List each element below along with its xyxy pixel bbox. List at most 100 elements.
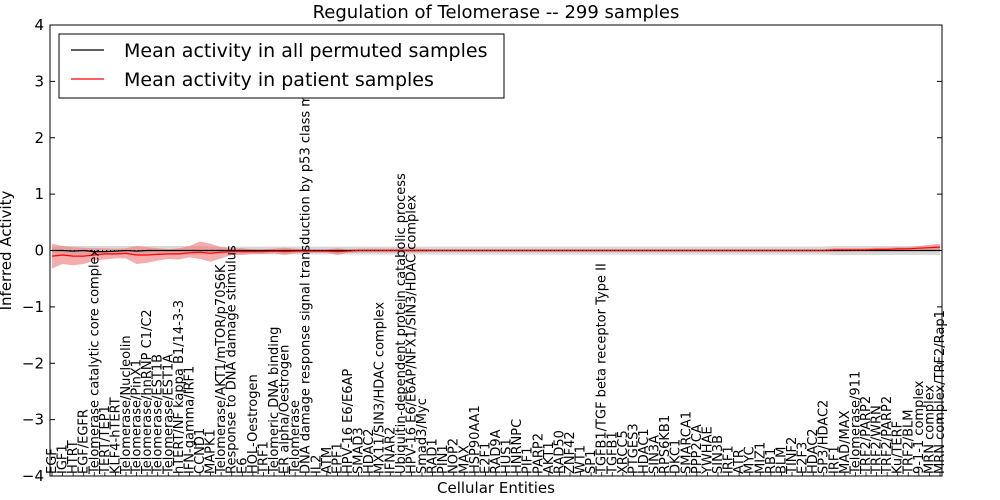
x-tick-label: HTRT <box>66 440 81 474</box>
x-tick-label: RB1 <box>764 448 779 474</box>
x-tick-label: XRCC5 <box>616 430 631 474</box>
x-tick-label: MRN complex <box>922 384 937 474</box>
x-tick-label: Telomerase/EST1A <box>161 354 176 475</box>
x-tick-label: IGF1 <box>56 444 71 474</box>
x-tick-label: MYC <box>743 446 758 474</box>
x-tick-label: Ku/TERF <box>891 421 906 474</box>
x-tick-label: HDAC2 <box>362 428 377 474</box>
x-tick-label: MAPK1 <box>204 429 219 474</box>
x-tick-label: TGFB1/TGF beta receptor Type II <box>595 263 610 475</box>
legend: Mean activity in all permuted samples Mea… <box>58 33 505 99</box>
x-tick-label: DNA damage response signal transduction … <box>299 47 314 474</box>
x-tick-label: HDAC1 <box>637 428 652 474</box>
x-tick-label: hTERT/NF kappa B1/14-3-3 <box>172 300 187 474</box>
x-tick-label: TRF2/PARP2 <box>859 396 874 475</box>
x-tick-label: E6 <box>235 458 250 475</box>
x-tick-label: ER alpha/Oestrogen <box>278 345 293 474</box>
x-tick-label: ZNF42 <box>563 431 578 474</box>
legend-label: Mean activity in all permuted samples <box>124 40 487 62</box>
y-tick-label: 3 <box>34 72 44 90</box>
x-tick-label: SIN3B <box>711 435 726 474</box>
x-tick-label: PIN1 <box>436 444 451 474</box>
x-tick-label: Telomerase <box>288 400 303 475</box>
x-tick-label: PIF1 <box>521 447 536 474</box>
band-patient <box>52 241 940 269</box>
x-axis-label: Cellular Entities <box>437 479 555 497</box>
x-tick-label: PPP2CA <box>690 424 705 474</box>
y-tick-label: 1 <box>34 185 44 203</box>
x-tick-label: Response to DNA damage stimulus <box>225 245 240 474</box>
x-tick-label: HPV-16 E6/E6AP/NFX1/SIN3/HDAC complex <box>404 194 419 474</box>
legend-box <box>58 33 505 99</box>
y-tick-label: −1 <box>22 298 44 316</box>
x-tick-label: EGF/EGFR <box>77 409 92 474</box>
x-tick-label: TGFB1 <box>605 431 620 475</box>
x-tick-label: HPV-16 E6/E6AP <box>341 369 356 474</box>
x-tick-label: RAD1 <box>426 438 441 474</box>
y-axis-ticks: −4 −3 −2 −1 0 1 2 3 4 <box>22 16 942 485</box>
x-tick-label: TERT/TEP1 <box>98 405 113 475</box>
x-tick-label: IL2 <box>309 455 324 474</box>
x-tick-label: Telomerase/hnRNP C1/C2 <box>140 309 155 475</box>
x-tick-label: EGF <box>45 448 60 474</box>
x-tick-label: HUS1 <box>500 438 515 474</box>
y-tick-label: 0 <box>34 242 44 260</box>
x-tick-label: SMARCA1 <box>679 411 694 474</box>
y-tick-label: 2 <box>34 129 44 147</box>
x-tick-label: TINF2 <box>785 437 800 475</box>
x-tick-label: PARP2 <box>531 433 546 474</box>
legend-label: Mean activity in patient samples <box>124 69 434 91</box>
x-tick-label: HSP90AA1 <box>468 405 483 474</box>
chart-title: Regulation of Telomerase -- 299 samples <box>313 2 680 23</box>
x-tick-label: DKC1 <box>669 439 684 474</box>
x-tick-label: KLF4-hTERT <box>108 397 123 474</box>
x-tick-label: MX11/SIN3/HDAC complex <box>373 302 388 474</box>
series-line-patient <box>51 246 941 257</box>
x-tick-label: Smad3/Myc <box>415 398 430 474</box>
y-tick-label: −2 <box>22 354 44 372</box>
x-tick-label: E2F3 <box>796 442 811 474</box>
x-tick-label: HOL-Oestrogen <box>246 374 261 474</box>
x-tick-label: IRF1 <box>722 445 737 474</box>
x-tick-label: TRF2/BLM <box>901 410 916 475</box>
x-tick-label: Telomerase/Nucleolin <box>119 335 134 475</box>
x-tick-label: PTGES3 <box>626 423 641 474</box>
x-tick-label: TRF1 <box>256 441 271 475</box>
x-tick-label: HDAC2 <box>806 428 821 474</box>
x-tick-label: RAD50 <box>552 430 567 474</box>
series-lines <box>51 246 941 257</box>
x-tick-label: E2F1 <box>478 442 493 474</box>
y-tick-label: 4 <box>34 16 44 34</box>
x-tick-label: SIN3A <box>648 435 663 474</box>
x-tick-label: Telomeric DNA binding <box>267 327 282 475</box>
x-tick-label: SP1 <box>584 450 599 474</box>
x-tick-label: RAD9A <box>489 429 504 474</box>
x-tick-label: Telomerase/EST1B <box>151 354 166 475</box>
x-tick-label: WT1 <box>574 445 589 474</box>
y-axis-label: Inferred Activity <box>0 190 15 310</box>
x-tick-label: Telomerase/PinX1 <box>130 359 145 475</box>
x-tick-label: BLM <box>774 447 789 474</box>
x-tick-label: Ubiquitin-dependent protein catabolic pr… <box>394 173 409 474</box>
x-tick-label: YWHAE <box>700 426 715 475</box>
x-tick-label: Telomerase catalytic core complex <box>87 249 102 475</box>
x-tick-label: IFNAR2 <box>383 427 398 474</box>
x-tick-label: MAD/MAX <box>838 410 853 474</box>
y-tick-label: −3 <box>22 411 44 429</box>
x-tick-label: CCND1 <box>193 428 208 474</box>
x-tick-label: 9-1-1 complex <box>912 380 927 474</box>
x-tick-label: Telomerase/911 <box>848 371 863 475</box>
x-tick-label: EPF1 <box>330 442 345 474</box>
x-tick-label: TRF2/WRN <box>870 405 885 475</box>
x-tick-label: IFN-gamma/IRF1 <box>182 366 197 474</box>
confidence-bands <box>52 241 940 269</box>
x-tick-label: MIZ1 <box>753 442 768 474</box>
x-tick-label: ATR <box>732 449 747 474</box>
x-tick-label: SP3/HDAC2 <box>817 400 832 474</box>
x-tick-label: HNRNPC <box>510 419 525 474</box>
x-tick-label: MRN complex/TRF2/Rap1 <box>933 310 948 474</box>
x-tick-label: RPS6KB1 <box>658 415 673 474</box>
x-tick-label: TRF2/PARP2 <box>880 396 895 475</box>
